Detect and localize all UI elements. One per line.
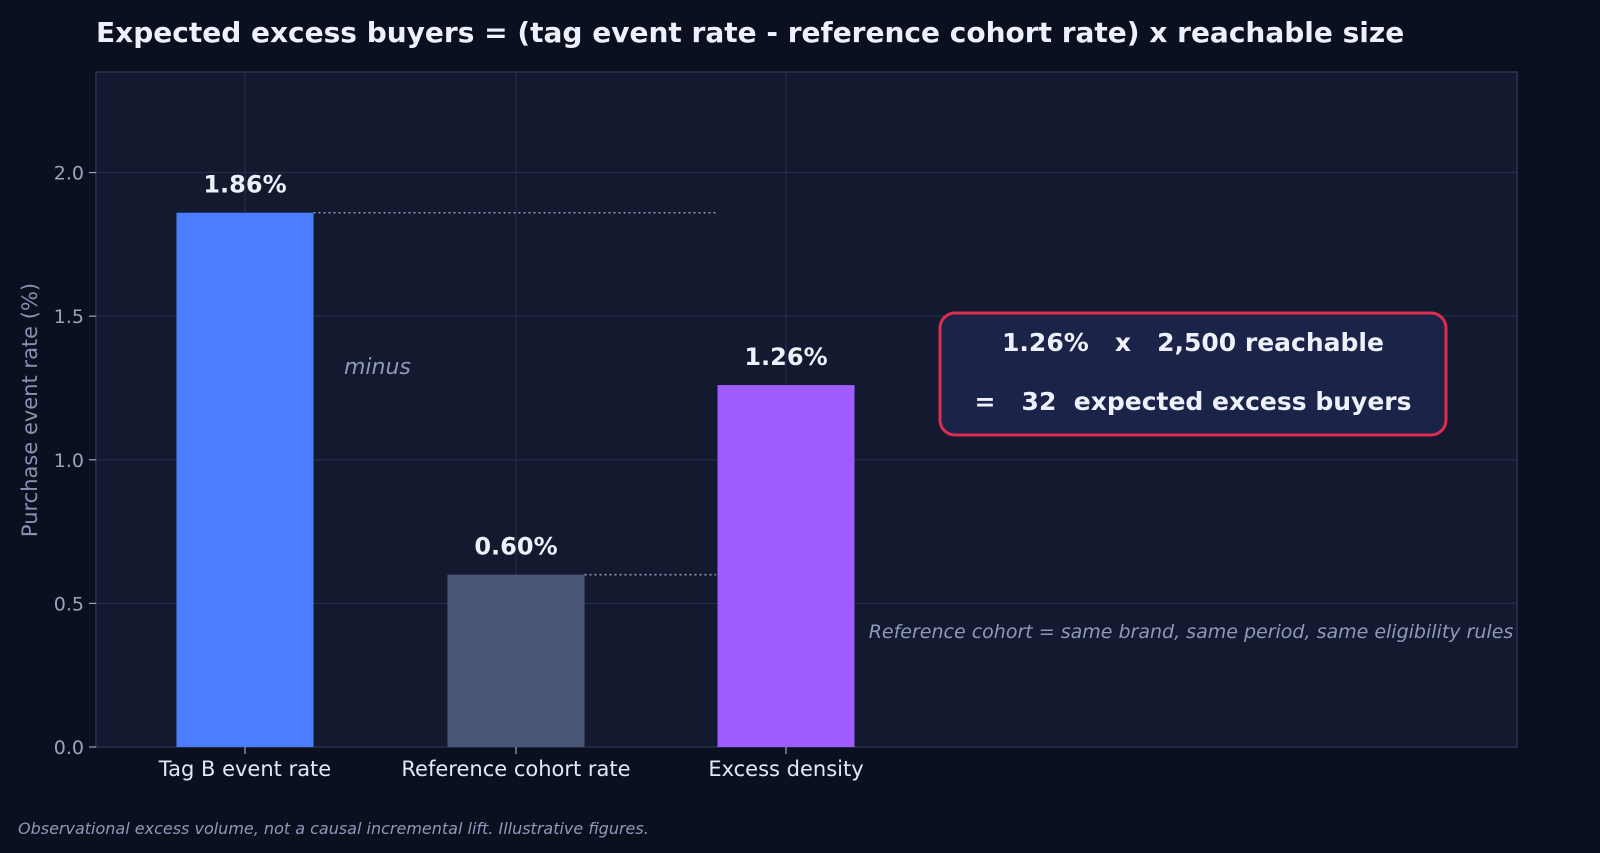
bar: [717, 385, 855, 747]
chart-title: Expected excess buyers = (tag event rate…: [96, 16, 1404, 49]
y-tick-label: 1.0: [54, 450, 84, 472]
category-label: Excess density: [708, 757, 863, 781]
category-label: Tag B event rate: [158, 757, 331, 781]
callout-line-2: = 32 expected excess buyers: [975, 387, 1412, 416]
callout-line-1: 1.26% x 2,500 reachable: [1002, 328, 1384, 357]
y-axis-label: Purchase event rate (%): [18, 283, 42, 537]
bar-value-label: 0.60%: [474, 533, 557, 561]
y-tick-label: 0.5: [54, 593, 84, 615]
footnote: Observational excess volume, not a causa…: [18, 819, 649, 838]
x-axis: Tag B event rate Reference cohort rate Exc…: [158, 747, 864, 781]
data-labels: 1.86% 0.60% 1.26%: [203, 171, 827, 561]
bar-value-label: 1.86%: [203, 171, 286, 199]
result-callout: 1.26% x 2,500 reachable = 32 expected ex…: [938, 311, 1448, 437]
guide-lines: [313, 211, 716, 576]
y-axis: 0.0 0.5 1.0 1.5 2.0: [54, 163, 96, 759]
bar-value-label: 1.26%: [744, 343, 827, 371]
bars: [176, 212, 855, 747]
y-tick-label: 1.5: [54, 306, 84, 328]
y-tick-label: 2.0: [54, 163, 84, 185]
bar: [447, 574, 585, 747]
category-label: Reference cohort rate: [401, 757, 630, 781]
y-tick-label: 0.0: [54, 737, 84, 759]
bar: [176, 212, 314, 747]
callout-box: [938, 311, 1448, 437]
reference-cohort-note: Reference cohort = same brand, same peri…: [869, 621, 1514, 643]
minus-annotation: minus: [344, 355, 411, 380]
